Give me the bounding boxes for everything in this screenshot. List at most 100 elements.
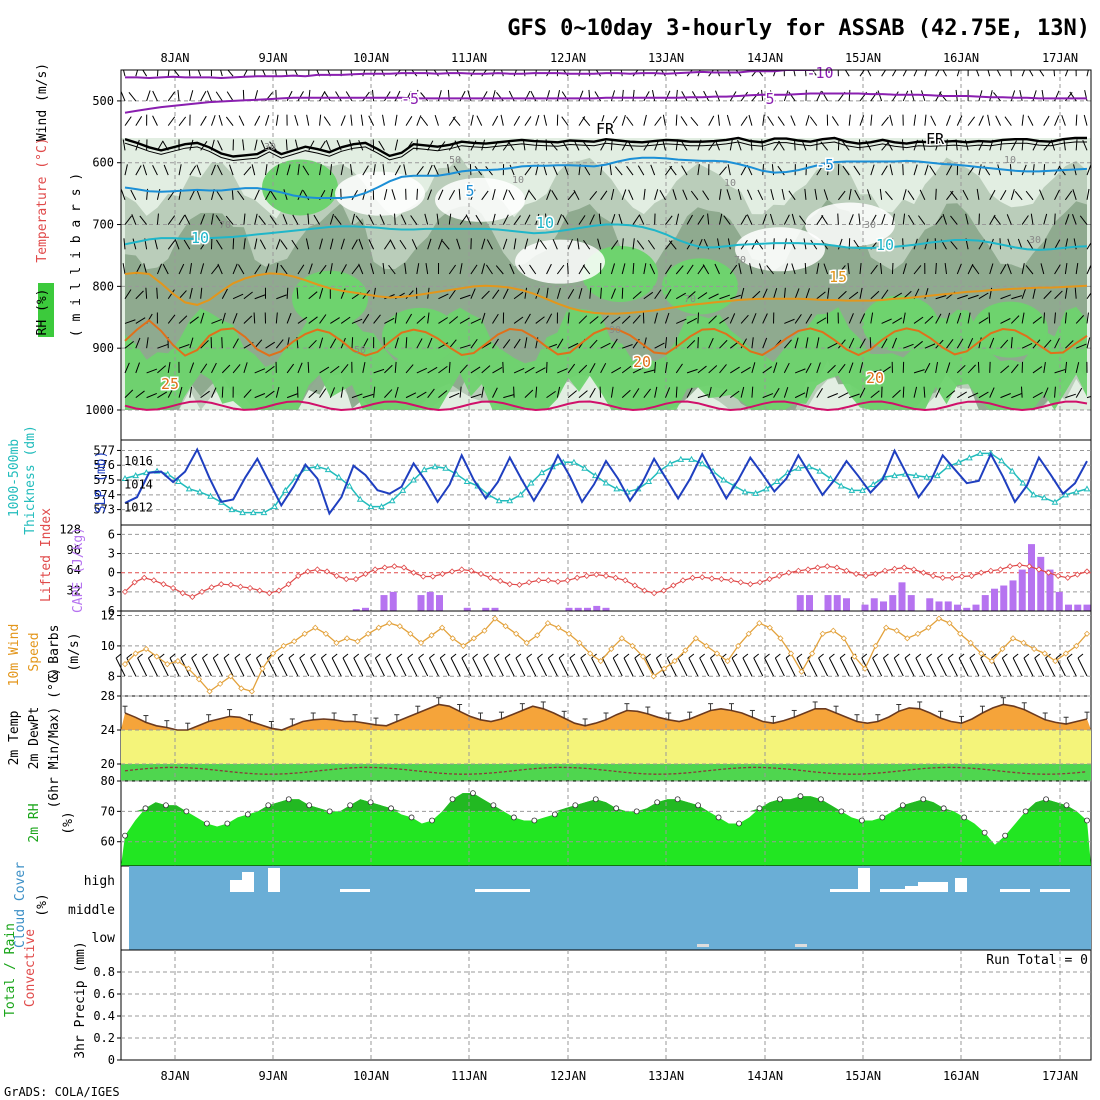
surface-barb-flag: [310, 653, 316, 659]
wind-barb: [965, 213, 969, 225]
wind-barb: [976, 188, 980, 200]
wind-barb: [1021, 114, 1024, 126]
top-date-label: 15JAN: [845, 51, 881, 65]
wind-barb: [637, 165, 645, 176]
wind-barb: [420, 92, 429, 102]
wind-tick-label: 10: [101, 639, 115, 653]
wind-speed-point: [544, 620, 551, 627]
wind-barb: [1006, 214, 1012, 225]
wind-barb: [237, 264, 245, 275]
wind-barb: [902, 386, 905, 398]
wind-barb: [816, 215, 824, 225]
wind-barb: [122, 70, 126, 77]
wind-barb: [946, 165, 953, 176]
bottom-date-label: 14JAN: [747, 1069, 783, 1083]
thickness-point: [976, 449, 984, 456]
wind-barb: [976, 70, 980, 77]
lifted-index-point: [968, 572, 975, 579]
wind-speed-point: [840, 635, 847, 642]
rh-contour-label: 70: [734, 255, 746, 266]
surface-barb: [320, 657, 331, 677]
rh2m-point: [224, 820, 231, 827]
wind-barb: [1086, 188, 1090, 200]
wind-barb: [1064, 70, 1069, 77]
wind-barb: [362, 393, 374, 399]
wind-barb: [142, 164, 148, 176]
wind-barb: [659, 190, 666, 201]
surface-barb-flag: [202, 653, 208, 659]
high-cloud-block: [268, 868, 280, 892]
wind-barb: [791, 263, 796, 275]
wind-barb: [804, 262, 807, 275]
lifted-index-point: [256, 587, 263, 594]
wind-barb: [280, 240, 288, 250]
wind-barb: [139, 215, 148, 225]
wind-title-line1: 10m Wind: [7, 624, 22, 687]
wind-barb: [643, 291, 654, 300]
surface-barb: [526, 657, 537, 677]
wind-barb: [362, 362, 366, 374]
wind-speed-point: [428, 632, 435, 639]
wind-barb: [805, 362, 812, 374]
wind-barb: [265, 263, 270, 275]
lifted-index-point: [333, 572, 340, 579]
lifted-index-point: [1083, 568, 1091, 575]
top-date-label: 11JAN: [451, 51, 487, 65]
rh2m-point: [1002, 832, 1009, 839]
wind-barb: [518, 264, 526, 275]
wind-barb: [621, 315, 631, 324]
wind-barb: [370, 263, 375, 275]
thickness-point: [249, 509, 257, 516]
lifted-index-point: [939, 574, 946, 581]
rh2m-point: [142, 805, 149, 812]
wind-barb: [242, 89, 245, 101]
wind-speed-point: [238, 685, 245, 692]
wind-barb: [654, 342, 665, 349]
surface-barb: [742, 657, 753, 677]
wind-barb: [416, 166, 424, 176]
surface-barb: [904, 657, 915, 677]
wind-barb: [178, 164, 182, 176]
cape-bar: [574, 607, 582, 611]
wind-barb: [206, 90, 212, 102]
wind-barb: [123, 238, 126, 250]
rh-contour-label: 30: [264, 142, 276, 153]
wind-barb: [838, 265, 846, 275]
wind-barb: [913, 114, 917, 126]
wind-barb: [275, 312, 278, 324]
lifted-index-point: [304, 568, 311, 575]
wind-speed-point: [861, 665, 869, 672]
thickness-point: [591, 472, 599, 479]
wind-barb: [481, 290, 490, 300]
lifted-index-point: [275, 587, 282, 594]
wind-barb: [610, 386, 614, 398]
wind-barb: [859, 313, 866, 324]
wind-barb: [492, 367, 503, 374]
cloud-field: [129, 866, 1091, 950]
rh2m-point: [592, 796, 599, 803]
lifted-index-point: [246, 584, 254, 592]
wind-barb: [251, 164, 256, 176]
wind-speed-point: [153, 653, 160, 660]
wind-speed-point: [555, 624, 562, 631]
wind-barb: [589, 316, 599, 324]
thickness-point: [837, 482, 845, 489]
rh-green-band: [125, 306, 1087, 410]
high-cloud-block: [880, 889, 910, 892]
wind-barb: [1010, 364, 1019, 374]
rh2m-point: [756, 805, 763, 812]
wind-barb: [762, 393, 774, 399]
wind-speed-point: [883, 624, 890, 631]
lifted-index-point: [574, 574, 581, 581]
wind-barb: [319, 366, 330, 374]
wind-barb: [291, 239, 299, 250]
wind-barb: [654, 386, 658, 398]
wind-barb: [216, 190, 223, 201]
precip-tick-label: 0.8: [93, 965, 115, 979]
wind-barb: [470, 366, 481, 374]
wind-barb: [930, 115, 937, 126]
wind-barb: [200, 363, 208, 374]
lifted-index-point: [901, 564, 908, 571]
wind-barb: [394, 386, 399, 398]
